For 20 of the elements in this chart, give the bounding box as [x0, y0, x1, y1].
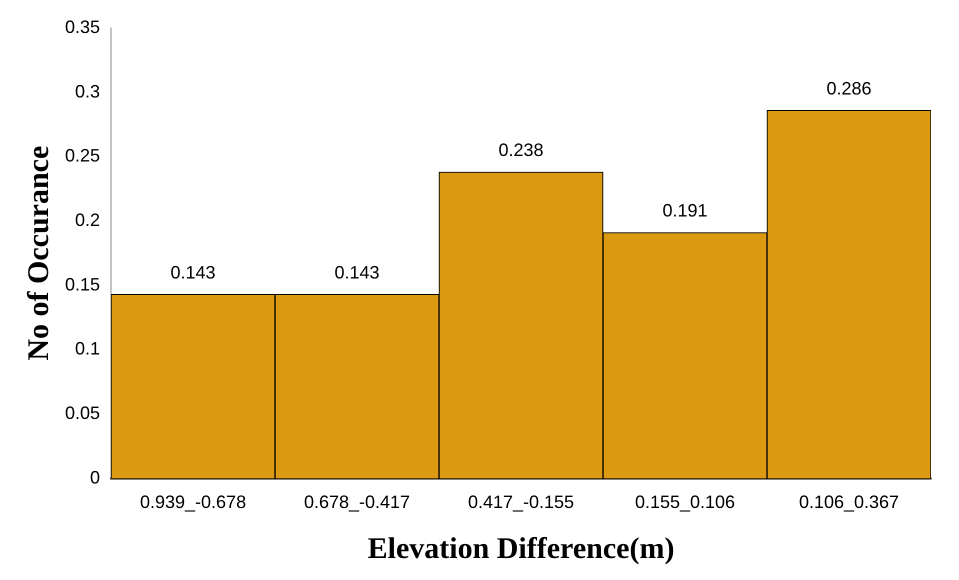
y-tick-label: 0.35 — [64, 16, 100, 37]
x-tick-label: 0.155_0.106 — [634, 492, 736, 512]
x-tick-label: 0.939_-0.678 — [140, 492, 246, 512]
data-label: 0.143 — [334, 262, 380, 282]
x-tick-label: 0.106_0.367 — [798, 492, 900, 512]
x-axis-title: Elevation Difference(m) — [368, 532, 674, 565]
y-tick-label: 0 — [90, 467, 100, 488]
x-tick-label: 0.678_-0.417 — [304, 492, 410, 512]
y-axis-title: No of Occurance — [22, 146, 55, 361]
y-tick-label: 0.15 — [64, 274, 100, 294]
y-tick-label: 0.05 — [64, 403, 100, 424]
x-tick-label: 0.417_-0.155 — [468, 492, 574, 512]
data-label: 0.191 — [662, 200, 708, 221]
data-label: 0.143 — [170, 262, 216, 282]
y-tick-label: 0.3 — [75, 81, 100, 102]
y-tick-label: 0.2 — [75, 210, 100, 230]
data-label: 0.286 — [826, 78, 872, 98]
y-tick-label: 0.25 — [64, 146, 100, 166]
data-label: 0.238 — [498, 140, 544, 160]
y-tick-label: 0.1 — [75, 338, 100, 359]
